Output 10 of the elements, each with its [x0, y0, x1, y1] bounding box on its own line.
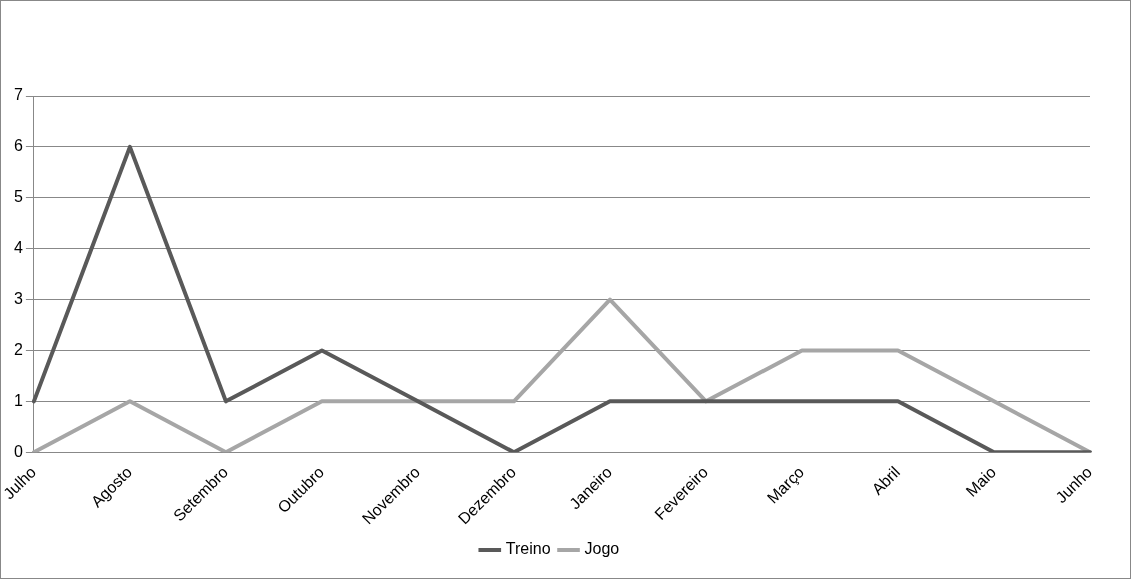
y-tick-label: 4	[13, 239, 23, 257]
y-tick-label: 7	[13, 86, 23, 104]
y-tick-label: 0	[13, 442, 23, 460]
y-tick-label: 2	[13, 340, 23, 358]
y-tick-label: 1	[13, 391, 23, 409]
y-tick-label: 5	[13, 188, 23, 206]
y-tick-label: 6	[13, 137, 23, 155]
y-tick-label: 3	[13, 289, 23, 307]
legend-label: Jogo	[584, 540, 620, 558]
legend-label: Treino	[505, 540, 551, 558]
